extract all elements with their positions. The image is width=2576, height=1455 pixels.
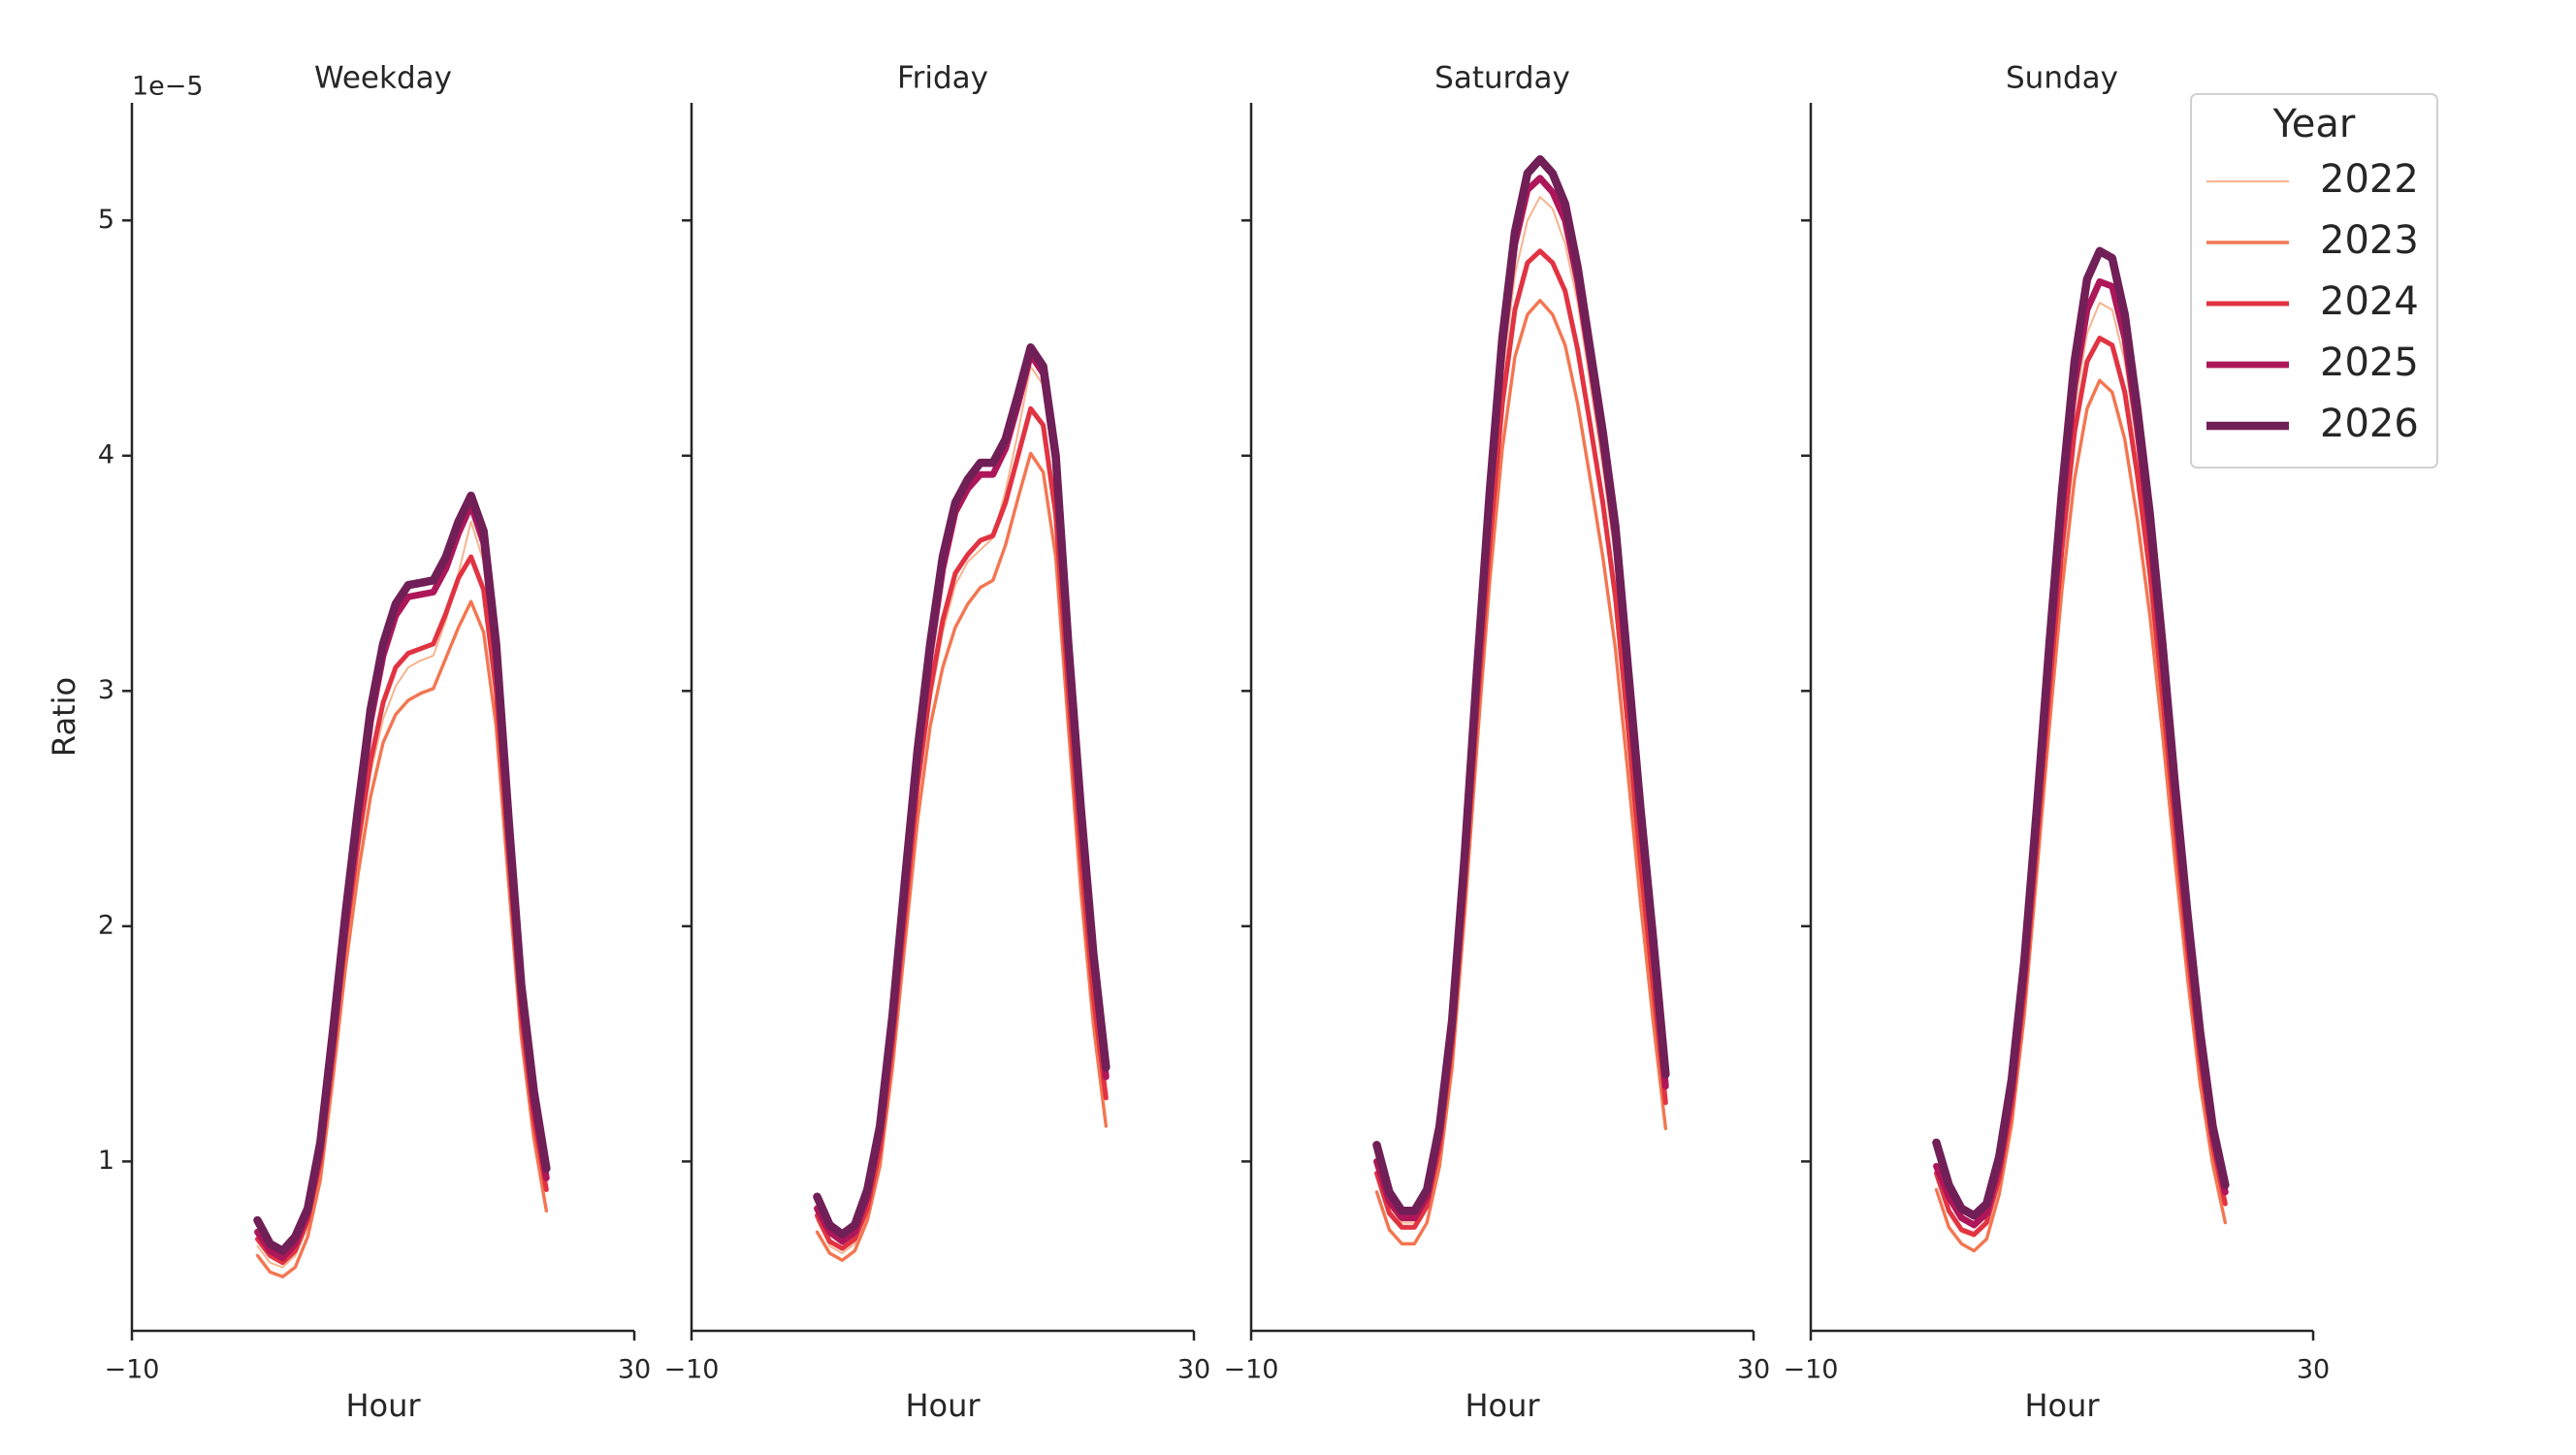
x-axis-label: Hour — [1465, 1387, 1540, 1424]
y-tick-label: 3 — [98, 675, 114, 705]
facet-title: Weekday — [314, 61, 452, 96]
facet-title: Sunday — [2006, 61, 2118, 96]
x-axis-label: Hour — [345, 1387, 421, 1424]
legend-title: Year — [2272, 102, 2356, 146]
series-line — [255, 599, 549, 1278]
y-tick-label: 2 — [98, 910, 114, 940]
series-line — [255, 554, 549, 1266]
facet-title: Saturday — [1434, 61, 1570, 96]
series-line — [813, 342, 1111, 1239]
series-line — [1933, 277, 2229, 1229]
x-axis-label: Hour — [905, 1387, 981, 1424]
legend-label: 2022 — [2320, 157, 2419, 202]
legend-label: 2023 — [2320, 218, 2419, 263]
legend-label: 2025 — [2320, 340, 2419, 385]
legend-label: 2024 — [2320, 279, 2419, 324]
series-line — [1934, 378, 2228, 1253]
offset-text: 1e−5 — [132, 72, 204, 102]
y-axis-label: Ratio — [46, 677, 82, 757]
x-tick-label: −10 — [105, 1355, 160, 1385]
x-tick-label: −10 — [1224, 1355, 1279, 1385]
series-line — [1374, 299, 1668, 1245]
y-tick-label: 4 — [98, 439, 114, 469]
series-line — [256, 520, 548, 1269]
legend-label: 2026 — [2320, 402, 2419, 446]
x-tick-label: −10 — [664, 1355, 720, 1385]
x-tick-label: 30 — [1177, 1355, 1210, 1385]
series-line — [1372, 154, 1670, 1215]
y-tick-label: 1 — [98, 1146, 114, 1176]
series-line — [815, 451, 1109, 1262]
series-line — [254, 501, 550, 1262]
y-tick-label: 5 — [98, 205, 114, 235]
facet-title: Friday — [897, 61, 988, 96]
series-line — [253, 491, 551, 1255]
x-tick-label: 30 — [2297, 1355, 2330, 1385]
x-tick-label: 30 — [1737, 1355, 1770, 1385]
x-tick-label: −10 — [1784, 1355, 1839, 1385]
series-line — [1374, 248, 1668, 1230]
series-line — [1934, 336, 2228, 1238]
x-axis-label: Hour — [2024, 1387, 2100, 1424]
legend-box — [2190, 93, 2438, 469]
series-line — [1932, 246, 2230, 1220]
x-tick-label: 30 — [618, 1355, 651, 1385]
